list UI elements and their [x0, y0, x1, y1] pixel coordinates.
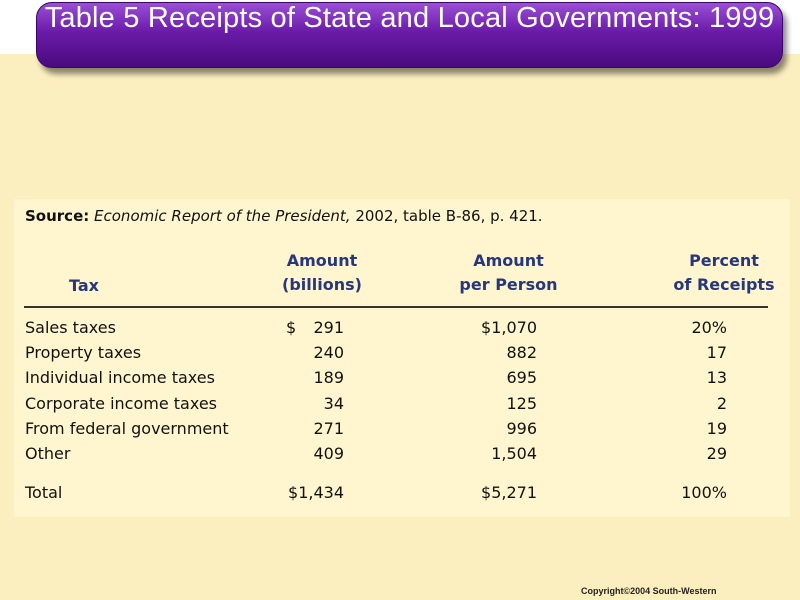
- row-amount: 271: [313, 419, 344, 438]
- row-percent: 19: [706, 419, 727, 438]
- table-row: Other 409 1,504 29: [14, 441, 790, 466]
- row-amount: 240: [313, 343, 344, 362]
- table-source: Source: Economic Report of the President…: [25, 207, 543, 225]
- column-header-per-person: Amount per Person: [446, 249, 571, 297]
- column-header-percent: Percent of Receipts: [668, 249, 780, 297]
- row-per-person: $1,070: [481, 318, 537, 337]
- row-tax-name: From federal government: [25, 419, 229, 438]
- column-header-per-person-line2: per Person: [459, 275, 558, 294]
- row-amount: 409: [313, 444, 344, 463]
- row-percent: 29: [706, 444, 727, 463]
- column-header-amount-line1: Amount: [286, 251, 358, 270]
- row-percent: 20%: [691, 318, 727, 337]
- table-row: Property taxes 240 882 17: [14, 340, 790, 365]
- total-label: Total: [25, 483, 63, 502]
- amount-currency-symbol: $: [286, 318, 297, 337]
- row-tax-name: Property taxes: [25, 343, 142, 362]
- row-per-person: 1,504: [491, 444, 537, 463]
- title-banner: [36, 2, 783, 68]
- copyright-notice: Copyright©2004 South-Western: [581, 586, 717, 596]
- row-per-person: 882: [506, 343, 537, 362]
- column-header-tax: Tax: [69, 276, 99, 295]
- source-detail: 2002, table B-86, p. 421.: [355, 207, 543, 225]
- column-header-per-person-line1: Amount: [473, 251, 544, 270]
- table-total-row: Total $1,434 $5,271 100%: [14, 480, 790, 505]
- table-row: Corporate income taxes 34 125 2: [14, 391, 790, 416]
- row-tax-name: Other: [25, 444, 71, 463]
- row-percent: 2: [716, 394, 727, 413]
- row-per-person: 695: [506, 368, 537, 387]
- row-tax-name: Corporate income taxes: [25, 394, 217, 413]
- row-amount: 291: [313, 318, 344, 337]
- row-per-person: 996: [506, 419, 537, 438]
- row-amount: 34: [323, 394, 344, 413]
- slide-title: Table 5 Receipts of State and Local Gove…: [44, 2, 775, 34]
- column-header-percent-line2: of Receipts: [673, 275, 775, 294]
- row-tax-name: Sales taxes: [25, 318, 116, 337]
- column-header-amount-line2: (billions): [282, 275, 362, 294]
- row-percent: 17: [706, 343, 727, 362]
- receipts-table: Source: Economic Report of the President…: [14, 199, 790, 517]
- row-percent: 13: [706, 368, 727, 387]
- source-label: Source:: [25, 207, 90, 225]
- row-tax-name: Individual income taxes: [25, 368, 215, 387]
- row-amount: 189: [313, 368, 344, 387]
- table-row: From federal government 271 996 19: [14, 416, 790, 441]
- header-divider: [24, 306, 768, 308]
- table-row: Sales taxes $ 291 $1,070 20%: [14, 315, 790, 340]
- column-header-amount: Amount (billions): [282, 249, 362, 297]
- row-per-person: 125: [506, 394, 537, 413]
- table-row: Individual income taxes 189 695 13: [14, 365, 790, 390]
- source-publication: Economic Report of the President,: [94, 207, 351, 225]
- total-percent: 100%: [681, 483, 727, 502]
- total-amount: $1,434: [288, 483, 344, 502]
- total-per-person: $5,271: [481, 483, 537, 502]
- column-header-percent-line1: Percent: [689, 251, 759, 270]
